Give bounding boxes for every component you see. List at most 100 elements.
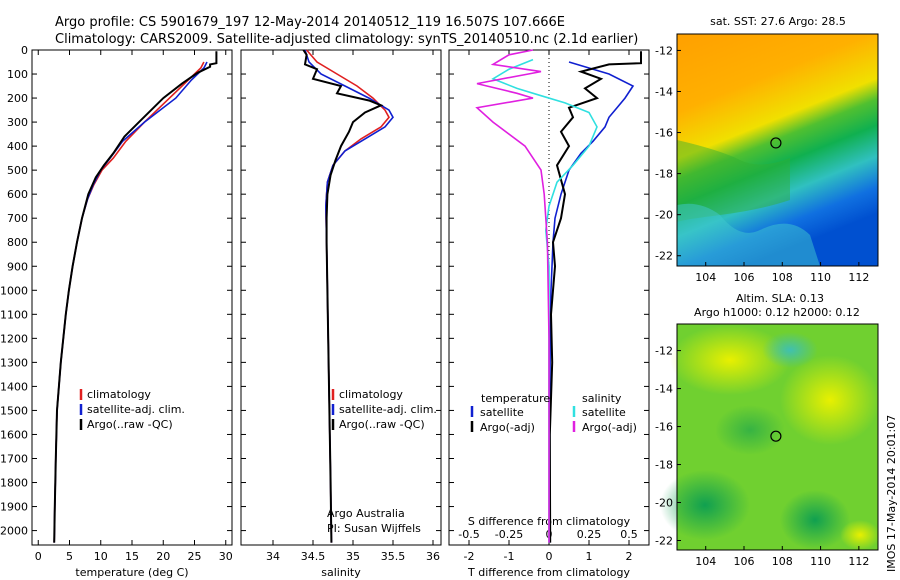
sla-map-peak [762, 332, 818, 368]
difference-xtick-label: 1 [586, 550, 593, 563]
y-tick-label: 1700 [0, 452, 28, 465]
difference-xtick-label: 2 [626, 550, 633, 563]
sla-map-title-2: Argo h1000: 0.12 h2000: 0.12 [694, 306, 860, 319]
sla-map: Altim. SLA: 0.13 Argo h1000: 0.12 h2000:… [655, 292, 880, 568]
temperature-xtick-label: 30 [219, 550, 233, 563]
sla_map-ytick-label: -20 [655, 497, 673, 510]
salinity-legend-label: climatology [339, 388, 403, 401]
temperature-xtick-label: 0 [35, 550, 42, 563]
temperature-xtick-label: 20 [156, 550, 170, 563]
sla-map-low-area-2 [780, 490, 850, 550]
sla_map-xtick-label: 108 [772, 555, 793, 568]
y-tick-label: 600 [7, 188, 28, 201]
salinity-xtick-label: 34.5 [301, 550, 326, 563]
salinity-legend-title: salinity [582, 392, 622, 405]
difference-series-temperature-satellite [548, 61, 635, 543]
y-tick-label: 1900 [0, 501, 28, 514]
sla-map-frame [676, 323, 879, 551]
sla_map-ytick-label: -16 [655, 421, 673, 434]
salinity-diff-tick-label: -0.25 [495, 528, 523, 541]
salinity-xlabel: salinity [321, 566, 361, 579]
title-line-2: Climatology: CARS2009. Satellite-adjuste… [55, 32, 638, 47]
y-tick-label: 200 [7, 92, 28, 105]
temperature-xtick-label: 10 [94, 550, 108, 563]
temperature-panel: 0100200300400500600700800900100011001200… [0, 44, 233, 579]
y-tick-label: 1200 [0, 332, 28, 345]
salinity-legend-label: satellite-adj. clim. [339, 403, 437, 416]
y-tick-label: 800 [7, 236, 28, 249]
sst-map: sat. SST: 27.6 Argo: 28.5 104 106 108 110 11… [655, 15, 879, 284]
sla-map-low-area [660, 470, 750, 540]
y-tick-label: 1000 [0, 284, 28, 297]
difference-series-salinity-argo-adj [475, 49, 550, 543]
y-tick-label: 1400 [0, 380, 28, 393]
salinity-diff-tick-label: 0.25 [577, 528, 602, 541]
sst_map-ytick-label: -14 [655, 85, 673, 98]
sst_map-xtick-label: 106 [734, 271, 755, 284]
salinity-xtick-label: 34 [266, 550, 280, 563]
argo-annotation-line: PI: Susan Wijffels [327, 522, 421, 535]
salinity-legend-label: Argo(..raw -QC) [339, 418, 425, 431]
temperature-frame [31, 49, 233, 546]
salinity-legend-label: satellite [582, 406, 626, 419]
sst_map-ytick-label: -18 [655, 168, 673, 181]
difference-xtick-label: -2 [464, 550, 475, 563]
sla_map-ytick-label: -22 [655, 535, 673, 548]
sla_map-ytick-label: -18 [655, 459, 673, 472]
salinity-diff-tick-label: 0.5 [620, 528, 638, 541]
sst_map-ytick-label: -12 [655, 44, 673, 57]
sla_map-xtick-label: 104 [695, 555, 716, 568]
title-line-1: Argo profile: CS 5901679_197 12-May-2014… [55, 15, 565, 30]
difference-panel: -2 -1 0 1 2 T difference from climatology -0.5… [448, 49, 650, 579]
sla_map-xtick-label: 106 [734, 555, 755, 568]
sla-map-high-area-2 [780, 355, 880, 445]
temperature-legend-title: temperature [481, 392, 550, 405]
sla_map-xtick-label: 110 [810, 555, 831, 568]
temperature-legend-label: satellite-adj. clim. [87, 403, 185, 416]
sst_map-xtick-label: 104 [695, 271, 716, 284]
sla-map-high-corner [840, 520, 880, 550]
sla-map-title-1: Altim. SLA: 0.13 [736, 292, 824, 305]
sst-map-frame [676, 33, 879, 267]
sla-map-low-area-3 [715, 405, 785, 455]
salinity-panel: 34 34.5 35 35.5 36 salinity climatology satelli… [240, 49, 442, 579]
y-tick-label: 1300 [0, 356, 28, 369]
sst_map-xtick-label: 112 [848, 271, 869, 284]
argo-annotation-line: Argo Australia [327, 507, 405, 520]
sla_map-ytick-label: -14 [655, 383, 673, 396]
y-tick-label: 0 [21, 44, 28, 57]
sst_map-argo-marker [770, 137, 782, 149]
y-tick-label: 1500 [0, 404, 28, 417]
salinity-diff-tick-label: -0.5 [458, 528, 479, 541]
difference-series-temperature-argo-adj [548, 51, 642, 543]
sst_map-xtick-label: 108 [772, 271, 793, 284]
sla-map-high-area [670, 325, 790, 395]
salinity-frame [240, 49, 442, 546]
sst-map-cool-water [677, 203, 820, 266]
y-tick-label: 1600 [0, 428, 28, 441]
y-tick-label: 900 [7, 260, 28, 273]
difference-xtick-label: 0 [546, 550, 553, 563]
y-tick-label: 300 [7, 116, 28, 129]
temperature-legend-label: satellite [480, 406, 524, 419]
sla_map-ytick-label: -12 [655, 345, 673, 358]
sst_map-xtick-label: 110 [810, 271, 831, 284]
salinity-xtick-label: 35.5 [381, 550, 406, 563]
temperature-legend-label: climatology [87, 388, 151, 401]
y-tick-label: 1800 [0, 477, 28, 490]
temperature-legend-label: Argo(-adj) [480, 421, 535, 434]
y-tick-label: 700 [7, 212, 28, 225]
temperature-xlabel: temperature (deg C) [75, 566, 188, 579]
y-tick-label: 1100 [0, 308, 28, 321]
salinity-xtick-label: 36 [426, 550, 440, 563]
sst_map-ytick-label: -20 [655, 209, 673, 222]
temperature-xtick-label: 15 [125, 550, 139, 563]
temperature-xtick-label: 25 [188, 550, 202, 563]
temperature-series-argo-raw-qc [53, 51, 218, 543]
temperature-legend-label: Argo(..raw -QC) [87, 418, 173, 431]
y-tick-label: 500 [7, 164, 28, 177]
difference-xtick-label: -1 [504, 550, 515, 563]
y-tick-label: 100 [7, 68, 28, 81]
salinity-xtick-label: 35 [346, 550, 360, 563]
